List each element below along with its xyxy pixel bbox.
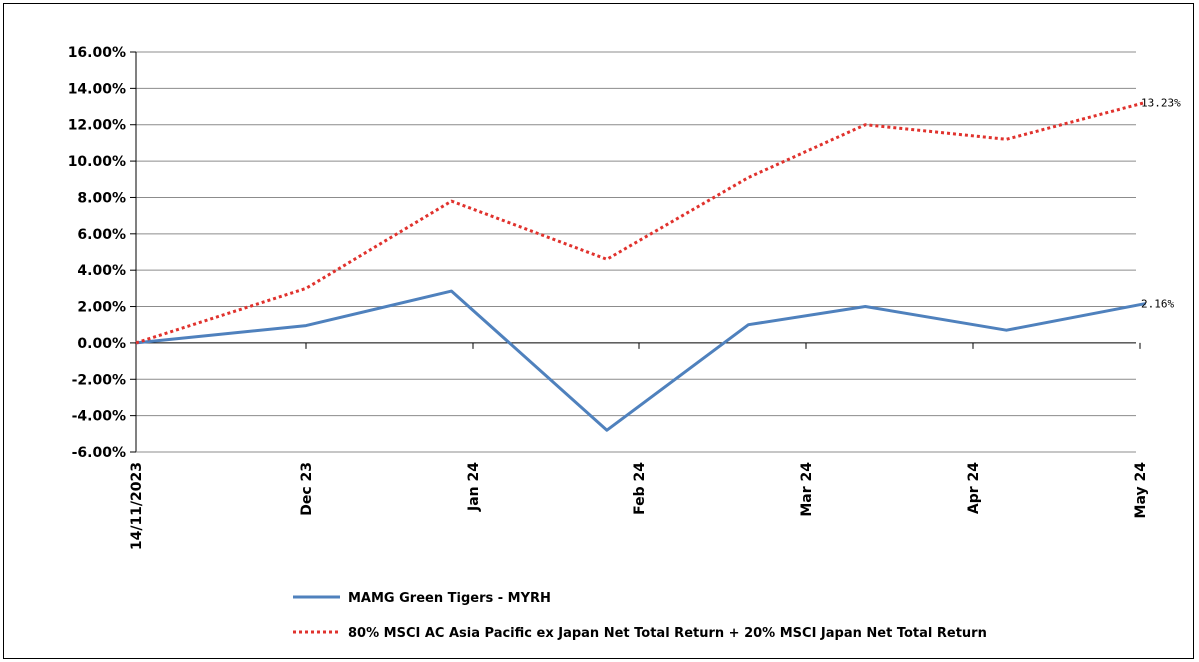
end-value-label: 2.16% [1141,298,1174,311]
y-tick-label: 14.00% [68,81,126,97]
x-tick-label: Dec 23 [299,462,315,516]
end-value-label: 13.23% [1141,96,1181,109]
legend-label: MAMG Green Tigers - MYRH [348,591,551,606]
y-tick-label: 4.00% [77,263,126,279]
chart-frame [3,3,1194,659]
x-tick-label: Apr 24 [966,462,982,514]
legend-label: 80% MSCI AC Asia Pacific ex Japan Net To… [348,626,987,641]
end-value-labels: 2.16% 13.23% [1141,96,1181,310]
y-tick-label: -4.00% [72,409,126,425]
y-tick-label: 12.00% [68,118,126,134]
benchmark-line [135,100,1146,345]
x-tick-label: 14/11/2023 [129,462,145,550]
y-tick-label: 2.00% [77,300,126,316]
y-tick-label: 10.00% [68,154,126,170]
x-tick-label: Mar 24 [799,462,815,517]
x-tick-label: Feb 24 [632,462,648,515]
y-axis-tick-labels: 16.00% 14.00% 12.00% 10.00% 8.00% 6.00% 4.00% 2… [68,45,126,461]
axes [130,51,1141,453]
legend: MAMG Green Tigers - MYRH 80% MSCI AC Asia… [293,591,987,641]
gridlines [136,51,1136,453]
fund-line [135,289,1146,432]
series-lines [135,100,1146,432]
y-tick-label: 0.00% [77,336,126,352]
x-tick-label: May 24 [1133,462,1149,519]
x-axis-tick-labels: 14/11/2023 Dec 23 Jan 24 Feb 24 Mar 24 Apr 24… [129,462,1149,550]
y-tick-label: -2.00% [72,372,126,388]
x-tick-label: Jan 24 [466,462,482,512]
y-tick-label: -6.00% [72,445,126,461]
y-tick-label: 16.00% [68,45,126,61]
y-tick-label: 6.00% [77,227,126,243]
y-tick-label: 8.00% [77,190,126,206]
